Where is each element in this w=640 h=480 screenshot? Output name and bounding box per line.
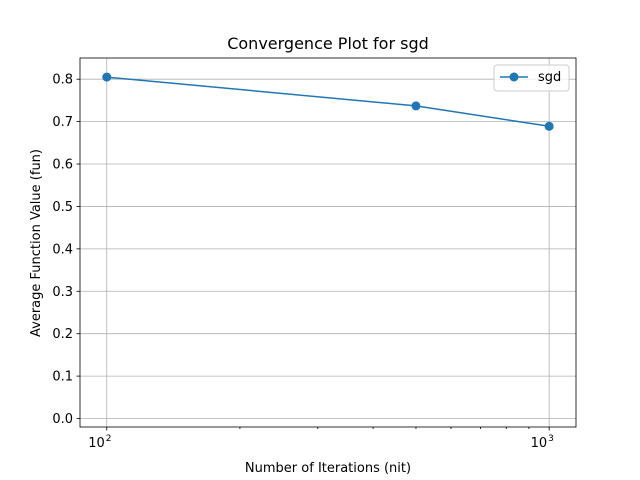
series-layer [102,72,554,131]
legend-label-sgd: sgd [538,70,561,85]
legend: sgd [493,64,570,92]
y-tick-label: 0.1 [52,370,73,385]
data-point [544,121,554,131]
y-tick-label: 0.3 [52,285,73,300]
y-tick-label: 0.2 [52,327,73,342]
x-tick-label-exponent: 2 [106,434,112,444]
y-tick-label: 0.5 [52,200,73,215]
data-point [102,72,112,82]
series-line-sgd [106,76,550,128]
y-tick-label: 0.6 [52,158,73,173]
x-axis-label: Number of Iterations (nit) [245,461,411,476]
y-axis-label: Average Function Value (fun) [29,149,44,337]
x-tick-label: 10 [531,436,548,451]
data-point [411,101,421,111]
x-tick-label: 10 [88,436,105,451]
x-tick-label-exponent: 3 [548,434,554,444]
y-tick-label: 0.8 [52,73,73,88]
y-tick-label: 0.4 [52,242,73,257]
chart-title: Convergence Plot for sgd [227,34,429,53]
plot-area [79,57,577,428]
grid [80,58,576,427]
y-tick-label: 0.7 [52,115,73,130]
y-tick-label: 0.0 [52,412,73,427]
legend-box [493,64,570,92]
axis-ticks: 0.00.10.20.30.40.50.60.70.810 2 10 3 [52,73,554,451]
legend-marker [509,72,519,82]
